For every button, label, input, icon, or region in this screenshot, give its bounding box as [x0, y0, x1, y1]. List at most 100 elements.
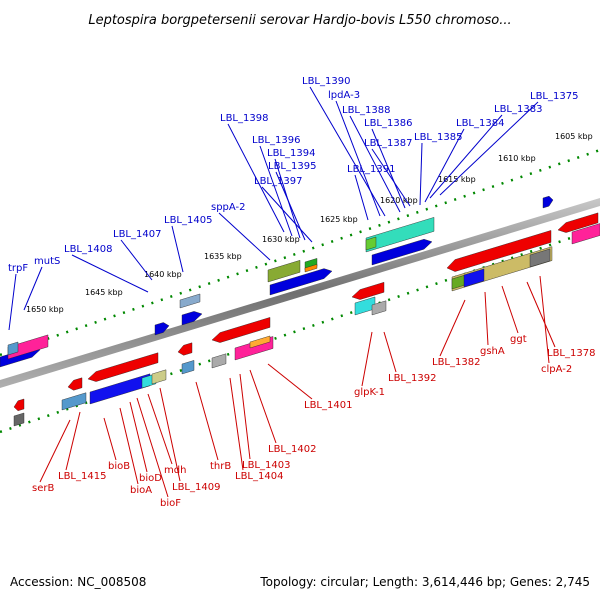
gene-label-lpda-3: lpdA-3	[328, 90, 360, 101]
topology-text: Topology: circular; Length: 3,614,446 bp…	[259, 575, 590, 589]
scale-label-1650-kbp: 1650 kbp	[26, 305, 64, 314]
scale-label-1645-kbp: 1645 kbp	[85, 288, 123, 297]
leader-lbl-1403	[239, 373, 251, 460]
gene-label-lbl-1387: LBL_1387	[364, 138, 412, 149]
reverse-gene	[351, 282, 385, 300]
gene-label-lbl-1390: LBL_1390	[302, 76, 350, 87]
forward-gene	[154, 322, 170, 336]
gene-label-lbl-1388: LBL_1388	[342, 105, 390, 116]
leader-ggt	[501, 285, 519, 334]
gene-label-lbl-1375: LBL_1375	[530, 91, 578, 102]
leader-lbl-1382	[439, 299, 466, 357]
gene-label-biod: bioD	[139, 473, 162, 484]
leader-trpf	[8, 273, 17, 331]
forward-leader-lines	[8, 86, 539, 331]
leader-lbl-1390	[309, 86, 386, 217]
reverse-gene	[177, 342, 193, 356]
forward-gene-block	[179, 293, 201, 309]
leader-lbl-1415	[65, 411, 81, 471]
forward-gene-block	[365, 236, 377, 251]
gene-label-lbl-1383: LBL_1383	[494, 104, 542, 115]
forward-gene	[542, 195, 554, 209]
reverse-gene	[67, 377, 83, 391]
leader-lbl-1396	[259, 145, 293, 237]
gene-label-biof: bioF	[160, 498, 181, 509]
gene-label-lbl-1396: LBL_1396	[252, 135, 300, 146]
leader-lbl-1401	[267, 363, 313, 400]
gene-features	[0, 195, 600, 427]
gene-label-thrb: thrB	[210, 461, 231, 472]
scale-label-1635-kbp: 1635 kbp	[204, 252, 242, 261]
gene-label-lbl-1407: LBL_1407	[113, 229, 161, 240]
leader-clpa-2	[539, 275, 550, 364]
leader-lbl-1387	[371, 148, 411, 207]
reverse-gene-block	[463, 268, 485, 288]
leader-lbl-1383	[429, 114, 503, 199]
reverse-gene	[446, 230, 552, 272]
map-title: Leptospira borgpetersenii serovar Hardjo…	[88, 13, 511, 28]
forward-gene	[269, 268, 333, 296]
leader-glpk-1	[361, 331, 373, 387]
leader-lbl-1375	[439, 101, 539, 196]
gene-label-lbl-1403: LBL_1403	[242, 460, 290, 471]
gene-label-mdh: mdh	[164, 465, 186, 476]
gene-label-muts: mutS	[34, 256, 60, 267]
gene-label-lbl-1408: LBL_1408	[64, 244, 112, 255]
reverse-gene-block	[181, 360, 195, 375]
gene-label-bioa: bioA	[130, 485, 152, 496]
reverse-gene-block	[151, 369, 167, 385]
gene-label-gsha: gshA	[480, 346, 505, 357]
leader-lbl-1386	[371, 128, 406, 209]
reverse-gene-block	[61, 392, 87, 411]
gene-label-lbl-1397: LBL_1397	[254, 176, 302, 187]
gene-label-serb: serB	[32, 483, 54, 494]
leader-mdh	[147, 393, 173, 465]
scale-label-1610-kbp: 1610 kbp	[498, 154, 536, 163]
leader-biof	[136, 397, 169, 498]
leader-lbl-1404	[229, 377, 244, 471]
gene-label-lbl-1392: LBL_1392	[388, 373, 436, 384]
leader-serb	[39, 419, 71, 483]
gene-label-lbl-1395: LBL_1395	[268, 161, 316, 172]
leader-biod	[129, 401, 148, 473]
leader-lbl-1392	[383, 331, 397, 373]
leader-lbl-1405	[171, 225, 184, 273]
gene-label-lbl-1405: LBL_1405	[164, 215, 212, 226]
reverse-gene-block	[211, 353, 227, 369]
gene-label-lbl-1385: LBL_1385	[414, 132, 462, 143]
leader-biob	[103, 417, 117, 461]
gene-label-ggt: ggt	[510, 334, 527, 345]
gene-label-lbl-1409: LBL_1409	[172, 482, 220, 493]
scale-label-1620-kbp: 1620 kbp	[380, 196, 418, 205]
gene-label-lbl-1415: LBL_1415	[58, 471, 106, 482]
gene-label-lbl-1391: LBL_1391	[347, 164, 395, 175]
leader-lbl-1408	[71, 254, 149, 293]
gene-label-lbl-1384: LBL_1384	[456, 118, 504, 129]
leader-lbl-1378	[526, 281, 556, 348]
leader-muts	[23, 266, 43, 311]
scale-label-1640-kbp: 1640 kbp	[144, 270, 182, 279]
forward-gene-block	[304, 264, 318, 273]
leader-sppa-2	[218, 212, 271, 261]
leader-lbl-1402	[249, 369, 277, 444]
gene-label-lbl-1398: LBL_1398	[220, 113, 268, 124]
reverse-gene	[87, 352, 159, 382]
leader-lbl-1397	[261, 186, 313, 243]
reverse-gene	[13, 398, 25, 412]
leader-lpda-3	[335, 100, 381, 217]
reverse-gene-block	[249, 335, 271, 349]
leader-bioa	[119, 407, 139, 485]
leader-lbl-1385	[419, 142, 423, 206]
gene-label-lbl-1404: LBL_1404	[235, 471, 283, 482]
leader-thrb	[195, 381, 219, 461]
reverse-gene	[557, 212, 599, 233]
leader-lbl-1409	[159, 387, 181, 482]
gene-label-lbl-1401: LBL_1401	[304, 400, 352, 411]
leader-lbl-1388	[349, 115, 401, 213]
gene-label-lbl-1394: LBL_1394	[267, 148, 315, 159]
leader-lbl-1391	[354, 174, 369, 221]
gene-label-biob: bioB	[108, 461, 130, 472]
leader-lbl-1407	[120, 239, 153, 281]
gene-label-glpk-1: glpK-1	[354, 387, 385, 398]
